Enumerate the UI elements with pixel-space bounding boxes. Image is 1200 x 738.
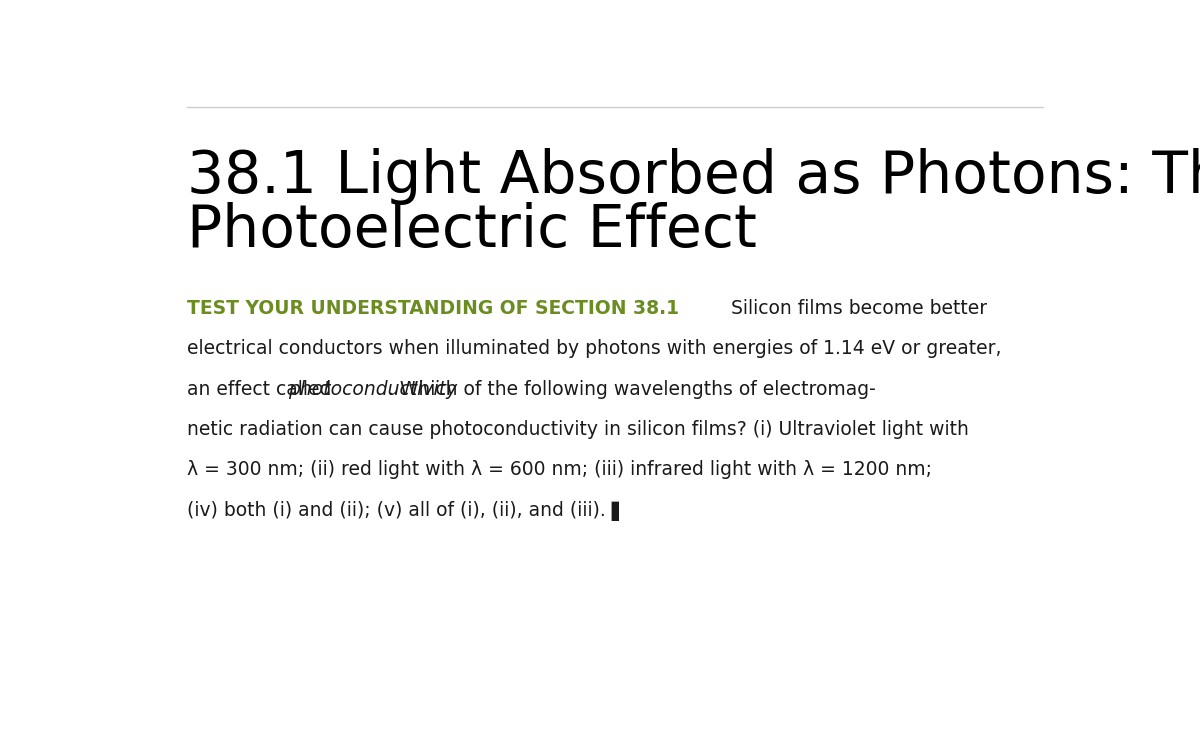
Text: Photoelectric Effect: Photoelectric Effect [187, 202, 757, 259]
Text: electrical conductors when illuminated by photons with energies of 1.14 eV or gr: electrical conductors when illuminated b… [187, 339, 1002, 358]
Text: 38.1 Light Absorbed as Photons: The: 38.1 Light Absorbed as Photons: The [187, 148, 1200, 205]
Text: . Which of the following wavelengths of electromag-: . Which of the following wavelengths of … [388, 379, 876, 399]
Text: λ = 300 nm; (ii) red light with λ = 600 nm; (iii) infrared light with λ = 1200 n: λ = 300 nm; (ii) red light with λ = 600 … [187, 461, 932, 479]
Text: photoconductivity: photoconductivity [288, 379, 457, 399]
Text: an effect called: an effect called [187, 379, 337, 399]
Text: Silicon films become better: Silicon films become better [719, 299, 988, 318]
Text: (iv) both (i) and (ii); (v) all of (i), (ii), and (iii). ▌: (iv) both (i) and (ii); (v) all of (i), … [187, 500, 626, 520]
Text: TEST YOUR UNDERSTANDING OF SECTION 38.1: TEST YOUR UNDERSTANDING OF SECTION 38.1 [187, 299, 679, 318]
Text: netic radiation can cause photoconductivity in silicon films? (i) Ultraviolet li: netic radiation can cause photoconductiv… [187, 420, 970, 439]
